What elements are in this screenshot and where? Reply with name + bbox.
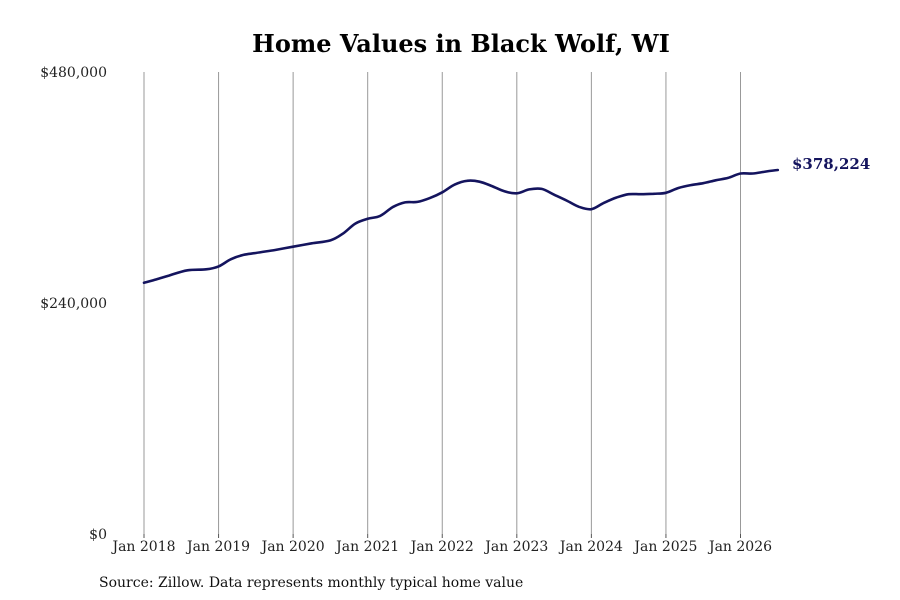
end-value-label: $378,224 (792, 155, 870, 173)
x-tick-label: Jan 2025 (632, 539, 697, 555)
x-tick-label: Jan 2018 (110, 539, 175, 555)
x-tick-label: Jan 2022 (409, 539, 474, 555)
vertical-gridlines (143, 72, 741, 534)
x-tick-label: Jan 2019 (185, 539, 250, 555)
x-tick-label: Jan 2023 (483, 539, 548, 555)
y-tick-label: $0 (89, 527, 107, 543)
series-layer (142, 168, 780, 285)
source-note: Source: Zillow. Data represents monthly … (99, 575, 523, 591)
x-axis: Jan 2018 Jan 2019 Jan 2020 Jan 2021 Jan 2022… (110, 534, 772, 555)
x-tick-label: Jan 2024 (558, 539, 623, 555)
chart-title: Home Values in Black Wolf, WI (252, 29, 670, 58)
y-tick-label: $240,000 (40, 296, 107, 312)
x-tick-label: Jan 2026 (707, 539, 772, 555)
series-line (142, 168, 780, 285)
y-axis: $480,000 $240,000 $0 (40, 65, 107, 543)
x-tick-label: Jan 2021 (334, 539, 399, 555)
x-tick-label: Jan 2020 (260, 539, 325, 555)
y-tick-label: $480,000 (40, 65, 107, 81)
